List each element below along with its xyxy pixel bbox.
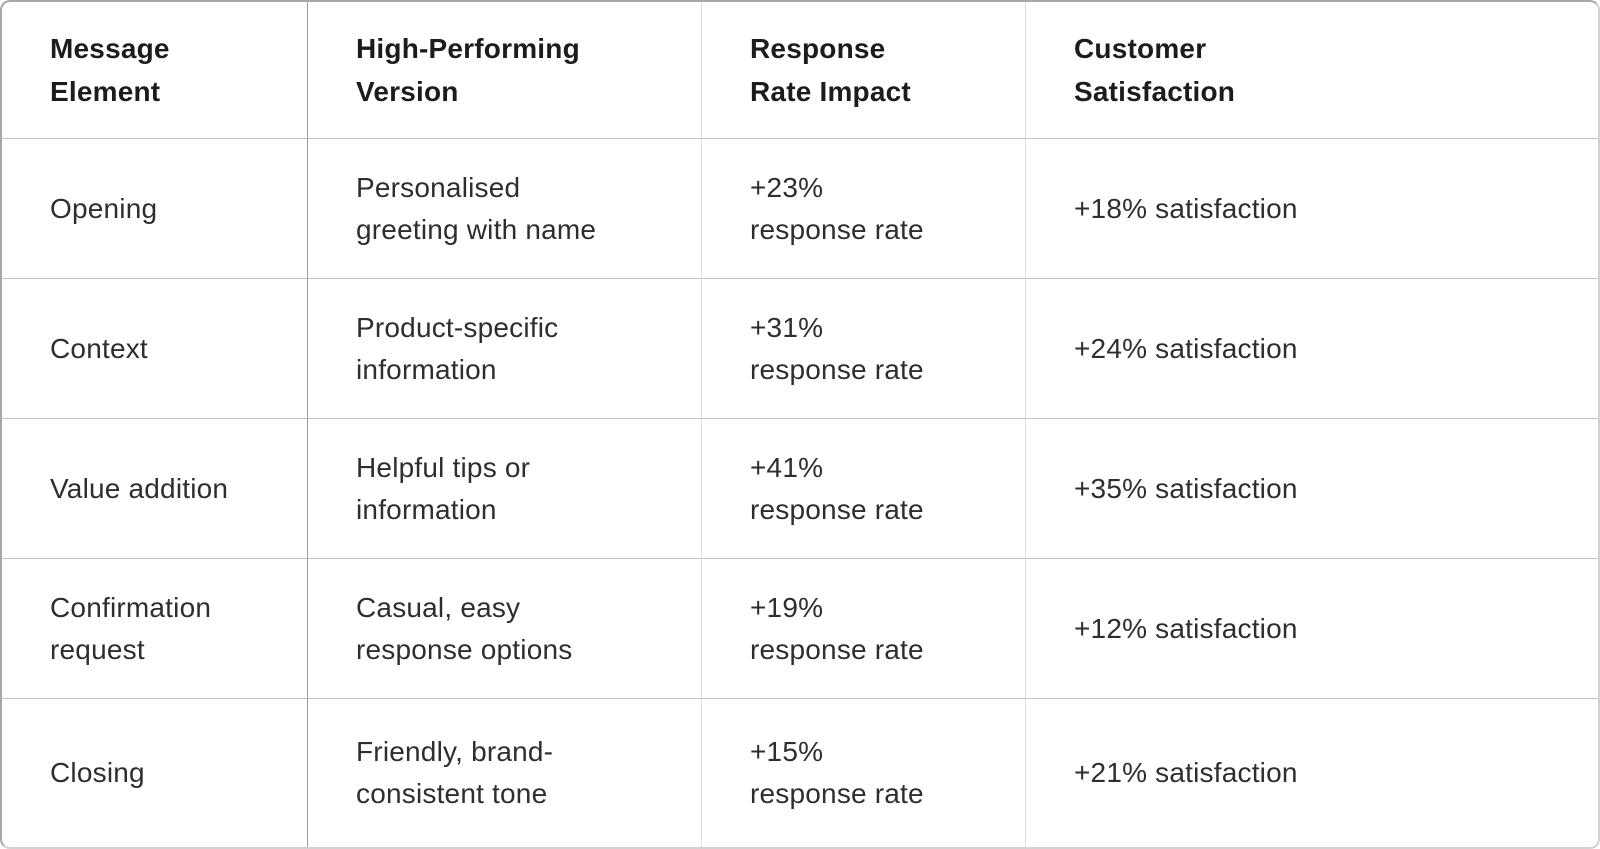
- header-label: Customer Satisfaction: [1074, 33, 1236, 107]
- cell-value: +19% response rate: [750, 591, 924, 665]
- cell-value: +21% satisfaction: [1074, 757, 1298, 788]
- cell-value: +23% response rate: [750, 171, 924, 245]
- cell-value: Context: [50, 332, 148, 364]
- cell-value: Opening: [50, 192, 158, 224]
- table-row-3-satisfaction-cell: +35% satisfaction: [1025, 418, 1598, 558]
- header-customer-satisfaction: Customer Satisfaction: [1025, 2, 1598, 138]
- cell-value: +24% satisfaction: [1074, 332, 1298, 364]
- cell-value: Closing: [50, 757, 145, 788]
- table-row-2-version-cell: Product-specific information: [307, 278, 701, 418]
- cell-value: Friendly, brand- consistent tone: [356, 736, 554, 809]
- table-row-1-satisfaction-cell: +18% satisfaction: [1025, 138, 1598, 278]
- table-row-3-version-cell: Helpful tips or information: [307, 418, 701, 558]
- table-row-4-impact-cell: +19% response rate: [701, 558, 1025, 698]
- cell-value: +15% response rate: [750, 736, 924, 809]
- table-row-3-impact-cell: +41% response rate: [701, 418, 1025, 558]
- table-row-2-impact-cell: +31% response rate: [701, 278, 1025, 418]
- cell-value: +12% satisfaction: [1074, 612, 1298, 644]
- cell-value: Casual, easy response options: [356, 591, 573, 665]
- cell-value: Helpful tips or information: [356, 451, 531, 525]
- header-high-performing-version: High-Performing Version: [307, 2, 701, 138]
- cell-value: Confirmation request: [50, 591, 212, 665]
- table-row-1-impact-cell: +23% response rate: [701, 138, 1025, 278]
- table-row-2-satisfaction-cell: +24% satisfaction: [1025, 278, 1598, 418]
- cell-value: +31% response rate: [750, 311, 924, 385]
- header-label: Response Rate Impact: [750, 33, 911, 107]
- table-row-2-element-cell: Context: [2, 278, 307, 418]
- table-row-1-element-cell: Opening: [2, 138, 307, 278]
- header-response-rate-impact: Response Rate Impact: [701, 2, 1025, 138]
- cell-value: Personalised greeting with name: [356, 171, 597, 245]
- table-row-5-impact-cell: +15% response rate: [701, 698, 1025, 847]
- cell-value: Value addition: [50, 472, 229, 504]
- header-label: High-Performing Version: [356, 33, 580, 107]
- header-label: Message Element: [50, 33, 170, 107]
- table-row-5-element-cell: Closing: [2, 698, 307, 847]
- cell-value: +41% response rate: [750, 451, 924, 525]
- table-row-5-satisfaction-cell: +21% satisfaction: [1025, 698, 1598, 847]
- table-row-3-element-cell: Value addition: [2, 418, 307, 558]
- cell-value: +18% satisfaction: [1074, 192, 1298, 224]
- cell-value: Product-specific information: [356, 311, 559, 385]
- table-row-5-version-cell: Friendly, brand- consistent tone: [307, 698, 701, 847]
- table-row-4-element-cell: Confirmation request: [2, 558, 307, 698]
- cell-value: +35% satisfaction: [1074, 472, 1298, 504]
- table-row-4-satisfaction-cell: +12% satisfaction: [1025, 558, 1598, 698]
- header-message-element: Message Element: [2, 2, 307, 138]
- table-row-4-version-cell: Casual, easy response options: [307, 558, 701, 698]
- table-row-1-version-cell: Personalised greeting with name: [307, 138, 701, 278]
